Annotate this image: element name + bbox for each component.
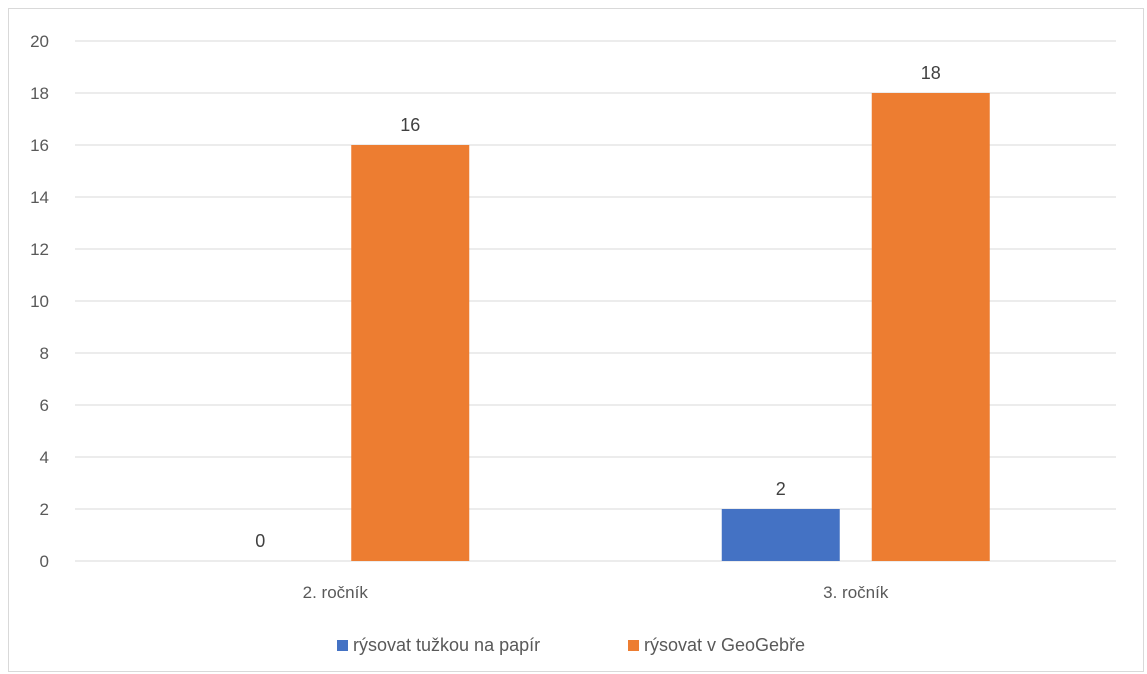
legend: rýsovat tužkou na papír rýsovat v GeoGebř… [337,635,805,655]
legend-label: rýsovat v GeoGebře [644,635,805,655]
bar-papir-2 [721,509,840,561]
y-tick-label: 8 [40,344,49,363]
x-tick-label: 3. ročník [823,583,889,602]
data-label: 2 [776,479,786,499]
y-tick-label: 20 [30,32,49,51]
data-label: 18 [921,63,941,83]
x-axis-ticks: 2. ročník 3. ročník [303,583,889,602]
legend-swatch [337,640,348,651]
y-tick-label: 6 [40,396,49,415]
bar-geogebra-1 [351,145,470,561]
data-labels: 0 16 2 18 [255,63,941,551]
y-tick-label: 14 [30,188,49,207]
y-tick-label: 0 [40,552,49,571]
y-tick-label: 2 [40,500,49,519]
bars [351,93,990,561]
y-tick-label: 18 [30,84,49,103]
y-tick-label: 12 [30,240,49,259]
data-label: 16 [400,115,420,135]
x-tick-label: 2. ročník [303,583,369,602]
y-tick-label: 4 [40,448,49,467]
y-axis-ticks: 0 2 4 6 8 10 12 14 16 18 20 [30,32,49,571]
y-tick-label: 16 [30,136,49,155]
y-tick-label: 10 [30,292,49,311]
legend-label: rýsovat tužkou na papír [353,635,540,655]
legend-swatch [628,640,639,651]
bar-geogebra-2 [871,93,990,561]
data-label: 0 [255,531,265,551]
